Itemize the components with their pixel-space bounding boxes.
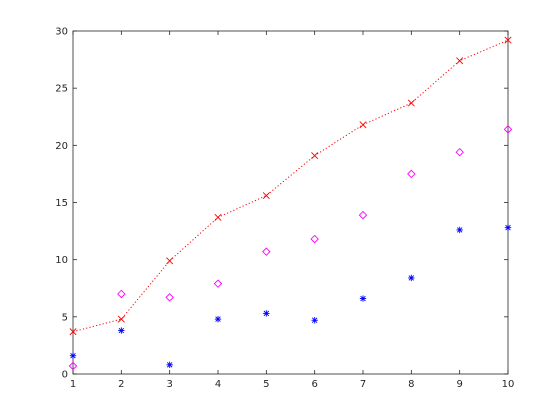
diamond-marker — [165, 293, 174, 302]
x-tick-label: 5 — [263, 379, 269, 390]
asterisk-marker — [69, 352, 77, 359]
x-marker — [504, 36, 512, 44]
asterisk-marker — [166, 361, 173, 369]
series-1 — [68, 125, 513, 371]
x-marker — [69, 328, 77, 336]
series-2 — [69, 224, 512, 369]
asterisk-marker — [263, 310, 270, 317]
axes: 1 2 3 4 5 6 7 8 9 10 0 5 10 15 20 25 30 — [55, 27, 514, 391]
asterisk-marker — [456, 226, 463, 234]
y-tick-label: 20 — [55, 141, 68, 152]
diamond-marker — [407, 169, 416, 179]
x-tick-label: 2 — [118, 379, 124, 390]
diamond-marker — [358, 210, 368, 220]
y-tick-label: 10 — [55, 255, 68, 266]
y-tick-label: 30 — [55, 27, 68, 38]
diamond-marker — [68, 361, 78, 371]
y-tick-label: 5 — [62, 312, 68, 323]
asterisk-marker — [408, 274, 415, 282]
x-marker — [262, 192, 270, 200]
x-tick-label: 4 — [215, 379, 221, 390]
asterisk-marker — [118, 327, 125, 334]
x-tick-label: 9 — [456, 379, 462, 390]
x-marker — [311, 152, 319, 160]
asterisk-marker — [359, 295, 367, 302]
diamond-marker — [213, 279, 223, 288]
asterisk-marker — [504, 224, 512, 231]
diamond-marker — [117, 289, 126, 299]
y-tick-label: 25 — [55, 84, 68, 95]
asterisk-marker — [311, 317, 318, 324]
diamond-marker — [262, 247, 271, 256]
x-tick-label: 10 — [502, 379, 515, 390]
x-tick-label: 7 — [360, 379, 366, 390]
diamond-marker — [310, 234, 319, 244]
x-marker — [166, 257, 174, 265]
asterisk-marker — [214, 315, 222, 323]
x-marker — [359, 121, 367, 129]
x-marker — [117, 315, 125, 323]
diamond-marker — [455, 147, 464, 157]
series-layer — [68, 36, 513, 371]
x-tick-label: 8 — [408, 379, 414, 390]
series-0 — [69, 36, 512, 336]
diamond-marker — [503, 125, 513, 134]
x-tick-label: 6 — [311, 379, 317, 390]
y-tick-label: 0 — [62, 370, 68, 381]
x-tick-label: 1 — [70, 379, 76, 390]
series-line — [72, 39, 509, 333]
x-marker — [214, 213, 222, 221]
y-tick-label: 15 — [55, 198, 68, 209]
x-marker — [407, 99, 415, 107]
x-tick-label: 3 — [166, 379, 172, 390]
x-marker — [456, 57, 464, 65]
